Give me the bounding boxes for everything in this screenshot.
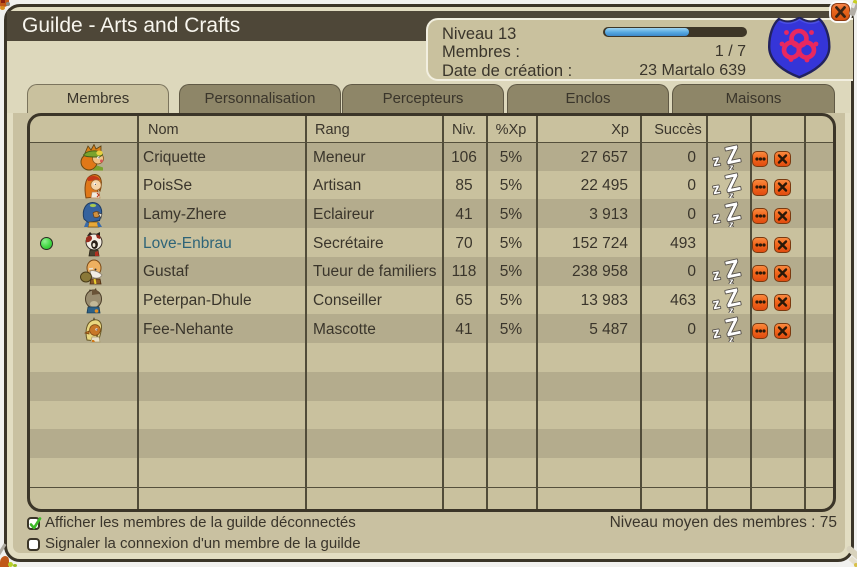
svg-text:z: z (711, 295, 721, 313)
svg-text:z: z (729, 191, 734, 199)
svg-text:z: z (711, 152, 721, 170)
svg-text:z: z (711, 267, 721, 285)
svg-text:z: z (729, 277, 734, 285)
svg-text:z: z (711, 209, 721, 227)
svg-text:Z: Z (723, 258, 743, 284)
svg-text:Z: Z (723, 172, 743, 198)
svg-text:z: z (729, 162, 734, 170)
svg-text:z: z (711, 324, 721, 342)
svg-text:Z: Z (723, 287, 743, 313)
svg-text:z: z (729, 306, 734, 314)
svg-text:z: z (729, 219, 734, 227)
svg-text:Z: Z (723, 201, 743, 227)
svg-text:z: z (729, 334, 734, 342)
svg-text:z: z (711, 180, 721, 198)
svg-text:Z: Z (723, 144, 743, 170)
svg-text:Z: Z (723, 316, 743, 342)
